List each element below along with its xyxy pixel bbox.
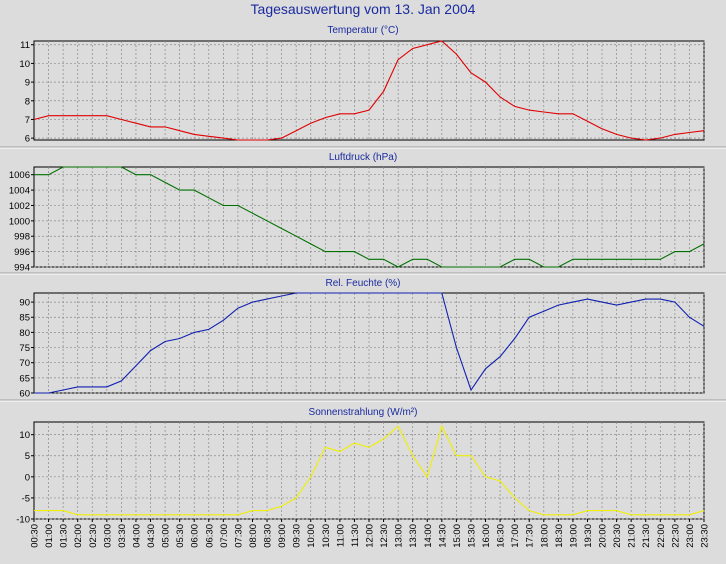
y-tick-label: -10 — [16, 515, 30, 526]
x-tick-label: 18:00 — [539, 524, 550, 548]
x-tick-label: 19:30 — [583, 524, 594, 548]
x-tick-label: 03:00 — [102, 524, 113, 548]
series-line — [34, 424, 705, 516]
x-tick-label: 23:30 — [700, 524, 711, 548]
y-tick-label: 10 — [19, 59, 30, 70]
chart-title: Luftdruck (hPa) — [329, 152, 397, 163]
chart-panel-4: Sonnenstrahlung (W/m²) -10 -5 0 5 10 — [16, 407, 705, 526]
y-tick-label: 11 — [20, 40, 30, 51]
x-tick-label: 14:00 — [423, 524, 434, 548]
y-tick-label: 80 — [19, 328, 30, 339]
x-tick-label: 08:00 — [248, 524, 259, 548]
y-tick-label: 65 — [19, 373, 30, 384]
x-tick-label: 14:30 — [437, 524, 448, 548]
x-tick-label: 20:30 — [612, 524, 623, 548]
y-tick-label: 60 — [19, 389, 30, 400]
x-tick-label: 02:30 — [88, 524, 99, 548]
x-tick-label: 07:30 — [233, 524, 244, 548]
x-tick-label: 10:00 — [306, 524, 317, 548]
series-line — [33, 40, 705, 141]
series-line — [34, 166, 705, 268]
y-tick-label: 994 — [14, 263, 30, 274]
x-tick-label: 11:00 — [335, 524, 346, 547]
x-tick-label: 15:30 — [467, 524, 478, 548]
x-tick-label: 06:30 — [204, 524, 215, 548]
x-tick-label: 05:30 — [175, 524, 186, 548]
y-tick-label: 10 — [19, 430, 30, 441]
page-title: Tagesauswertung vom 13. Jan 2004 — [250, 1, 476, 17]
y-tick-label: 0 — [25, 472, 30, 483]
x-tick-label: 09:30 — [292, 524, 303, 548]
x-tick-label: 13:00 — [394, 524, 405, 548]
x-tick-label: 05:00 — [161, 524, 172, 548]
x-tick-label: 13:30 — [408, 524, 419, 548]
x-tick-label: 12:00 — [365, 524, 376, 548]
y-tick-label: 1004 — [9, 186, 30, 197]
y-tick-label: 996 — [14, 247, 30, 258]
series-line — [34, 292, 705, 394]
x-tick-label: 01:30 — [59, 524, 70, 548]
y-tick-label: 90 — [19, 298, 30, 309]
chart-title: Sonnenstrahlung (W/m²) — [309, 407, 418, 418]
x-tick-label: 23:00 — [685, 524, 696, 548]
x-tick-label: 01:00 — [44, 524, 55, 548]
x-tick-label: 18:30 — [554, 524, 565, 548]
x-tick-label: 15:00 — [452, 524, 463, 548]
y-tick-label: 6 — [25, 134, 30, 145]
x-tick-label: 07:00 — [219, 524, 230, 548]
x-tick-label: 17:30 — [525, 524, 536, 548]
x-tick-label: 21:30 — [641, 524, 652, 548]
x-tick-label: 16:00 — [481, 524, 492, 548]
x-tick-label: 09:00 — [277, 524, 288, 548]
x-tick-label: 16:30 — [496, 524, 507, 548]
x-tick-label: 21:00 — [627, 524, 638, 548]
x-tick-label: 22:00 — [656, 524, 667, 548]
y-tick-label: 1000 — [9, 216, 30, 227]
x-tick-label: 04:30 — [146, 524, 157, 548]
y-tick-label: 9 — [25, 78, 30, 89]
x-tick-label: 03:30 — [117, 524, 128, 548]
x-tick-label: 02:00 — [73, 524, 84, 548]
y-tick-label: 70 — [19, 358, 30, 369]
x-tick-label: 04:00 — [132, 524, 143, 548]
x-tick-label: 11:30 — [350, 524, 361, 547]
y-tick-label: 1006 — [9, 170, 30, 181]
x-tick-label: 12:30 — [379, 524, 390, 548]
y-tick-label: -5 — [22, 493, 30, 504]
y-tick-label: 7 — [25, 115, 30, 126]
x-tick-label: 06:00 — [190, 524, 201, 548]
chart-panel-3: Rel. Feuchte (%) 60 65 70 75 80 85 90 — [0, 278, 726, 402]
chart-title: Temperatur (°C) — [327, 25, 398, 36]
x-tick-label: 08:30 — [263, 524, 274, 548]
chart-title: Rel. Feuchte (%) — [325, 278, 400, 289]
y-tick-label: 8 — [25, 96, 30, 107]
x-tick-label: 17:00 — [510, 524, 521, 548]
chart-panel-2: Luftdruck (hPa) 994 996 998 1000 1002 1004 1006 — [0, 152, 726, 275]
x-tick-label: 20:00 — [598, 524, 609, 548]
chart-panel-1: Temperatur (°C) 6 7 8 9 10 11 — [0, 25, 726, 149]
x-tick-label: 22:30 — [670, 524, 681, 548]
y-tick-label: 75 — [19, 343, 30, 354]
x-tick-label: 10:30 — [321, 524, 332, 548]
x-tick-label: 19:00 — [568, 524, 579, 548]
y-tick-label: 5 — [25, 451, 30, 462]
y-tick-label: 998 — [14, 232, 30, 243]
x-tick-label: 00:30 — [30, 524, 41, 548]
y-tick-label: 1002 — [9, 201, 30, 212]
y-tick-label: 85 — [19, 313, 30, 324]
